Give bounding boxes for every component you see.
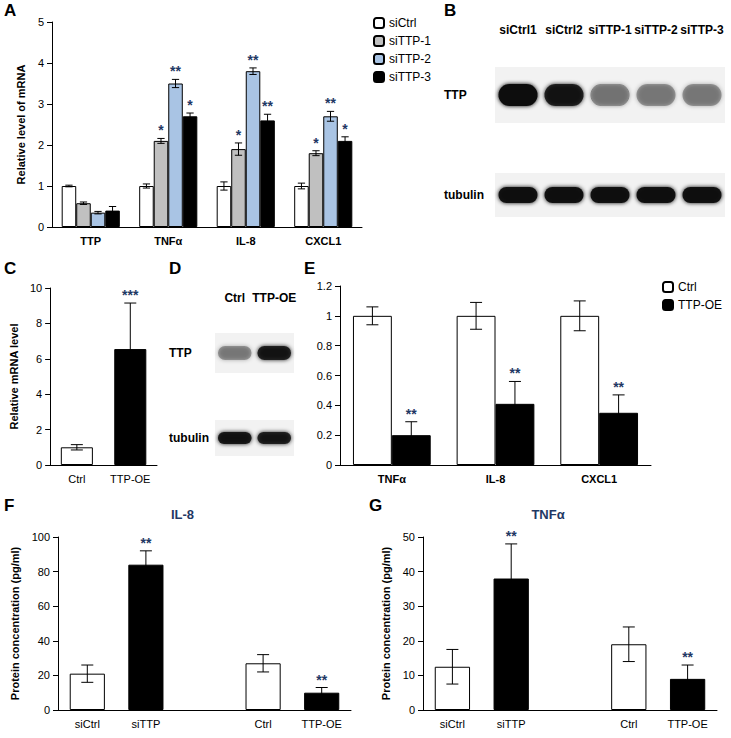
svg-text:20: 20	[403, 635, 415, 647]
svg-text:siTTP-2: siTTP-2	[634, 23, 678, 37]
svg-text:tubulin: tubulin	[169, 431, 209, 445]
svg-text:CXCL1: CXCL1	[581, 473, 617, 485]
svg-text:CXCL1: CXCL1	[305, 235, 341, 247]
svg-text:*: *	[342, 121, 348, 137]
svg-text:B: B	[444, 1, 456, 20]
svg-text:8: 8	[36, 317, 42, 329]
svg-text:TTP-OE: TTP-OE	[678, 298, 722, 312]
svg-text:0.8: 0.8	[317, 340, 332, 352]
svg-text:Ctrl: Ctrl	[224, 291, 245, 305]
svg-text:**: **	[509, 365, 520, 381]
svg-text:siTTP-1: siTTP-1	[588, 23, 632, 37]
svg-text:5: 5	[38, 16, 44, 28]
svg-text:*: *	[313, 135, 319, 151]
svg-text:Ctrl: Ctrl	[68, 473, 85, 485]
svg-text:A: A	[4, 1, 16, 20]
svg-text:siTTP-1: siTTP-1	[389, 34, 431, 48]
svg-text:30: 30	[403, 600, 415, 612]
svg-text:0.4: 0.4	[317, 399, 332, 411]
svg-text:10: 10	[403, 669, 415, 681]
svg-text:Ctrl: Ctrl	[620, 718, 637, 730]
svg-text:TTP: TTP	[444, 88, 467, 102]
svg-text:TTP-OE: TTP-OE	[667, 718, 707, 730]
svg-text:0: 0	[38, 221, 44, 233]
svg-text:4: 4	[38, 57, 44, 69]
svg-text:TTP-OE: TTP-OE	[252, 291, 296, 305]
svg-text:siCtrl1: siCtrl1	[499, 23, 537, 37]
svg-text:C: C	[4, 259, 16, 278]
svg-text:3: 3	[38, 98, 44, 110]
svg-text:10: 10	[30, 282, 42, 294]
svg-text:**: **	[316, 672, 327, 688]
svg-text:siTTP-3: siTTP-3	[680, 23, 724, 37]
svg-text:E: E	[304, 259, 315, 278]
svg-text:IL-8: IL-8	[236, 235, 256, 247]
svg-text:IL-8: IL-8	[486, 473, 506, 485]
svg-text:Protein concentration (pg/ml): Protein concentration (pg/ml)	[9, 546, 21, 700]
svg-text:100: 100	[32, 531, 50, 543]
svg-text:**: **	[248, 52, 259, 68]
svg-text:1: 1	[38, 180, 44, 192]
svg-text:siTTP: siTTP	[132, 718, 161, 730]
svg-text:0: 0	[44, 704, 50, 716]
svg-text:Relative level of mRNA: Relative level of mRNA	[15, 65, 27, 185]
svg-text:tubulin: tubulin	[444, 188, 484, 202]
svg-text:40: 40	[38, 635, 50, 647]
svg-text:**: **	[613, 379, 624, 395]
svg-text:TTP-OE: TTP-OE	[302, 718, 342, 730]
svg-text:**: **	[682, 649, 693, 665]
svg-text:TNFα: TNFα	[154, 235, 182, 247]
svg-text:Ctrl: Ctrl	[678, 280, 697, 294]
svg-text:TTP: TTP	[169, 346, 192, 360]
svg-text:*: *	[158, 122, 164, 138]
svg-text:0: 0	[409, 704, 415, 716]
svg-text:IL-8: IL-8	[171, 507, 194, 522]
svg-text:F: F	[4, 496, 14, 515]
svg-text:1.2: 1.2	[317, 280, 332, 292]
svg-text:**: **	[140, 535, 151, 551]
svg-text:6: 6	[36, 353, 42, 365]
svg-text:TTP: TTP	[80, 235, 101, 247]
svg-text:**: **	[325, 95, 336, 111]
svg-text:siTTP-3: siTTP-3	[389, 70, 431, 84]
svg-text:60: 60	[38, 600, 50, 612]
svg-text:**: **	[262, 98, 273, 114]
svg-text:**: **	[506, 528, 517, 544]
svg-text:siCtrl: siCtrl	[75, 718, 100, 730]
svg-text:4: 4	[36, 388, 42, 400]
svg-text:0: 0	[36, 459, 42, 471]
svg-text:TTP-OE: TTP-OE	[110, 473, 150, 485]
svg-text:*: *	[236, 127, 242, 143]
svg-text:siTTP-2: siTTP-2	[389, 52, 431, 66]
svg-text:20: 20	[38, 669, 50, 681]
svg-text:2: 2	[36, 424, 42, 436]
svg-text:TNFα: TNFα	[531, 507, 564, 522]
svg-text:siCtrl: siCtrl	[440, 718, 465, 730]
svg-text:50: 50	[403, 531, 415, 543]
svg-text:2: 2	[38, 139, 44, 151]
svg-text:**: **	[406, 406, 417, 422]
svg-text:80: 80	[38, 566, 50, 578]
svg-text:Ctrl: Ctrl	[255, 718, 272, 730]
svg-text:**: **	[170, 63, 181, 79]
svg-text:0: 0	[326, 459, 332, 471]
svg-text:0.6: 0.6	[317, 370, 332, 382]
svg-text:siTTP: siTTP	[497, 718, 526, 730]
svg-text:D: D	[169, 259, 181, 278]
svg-text:***: ***	[122, 287, 139, 303]
svg-text:*: *	[187, 97, 193, 113]
svg-text:G: G	[369, 496, 382, 515]
svg-text:40: 40	[403, 566, 415, 578]
svg-text:siCtrl: siCtrl	[389, 16, 416, 30]
svg-text:Relative mRNA level: Relative mRNA level	[8, 324, 20, 430]
svg-text:Protein concentration (pg/ml): Protein concentration (pg/ml)	[380, 546, 392, 700]
svg-text:siCtrl2: siCtrl2	[545, 23, 583, 37]
svg-text:1: 1	[326, 310, 332, 322]
svg-text:TNFα: TNFα	[378, 473, 406, 485]
svg-text:0.2: 0.2	[317, 429, 332, 441]
